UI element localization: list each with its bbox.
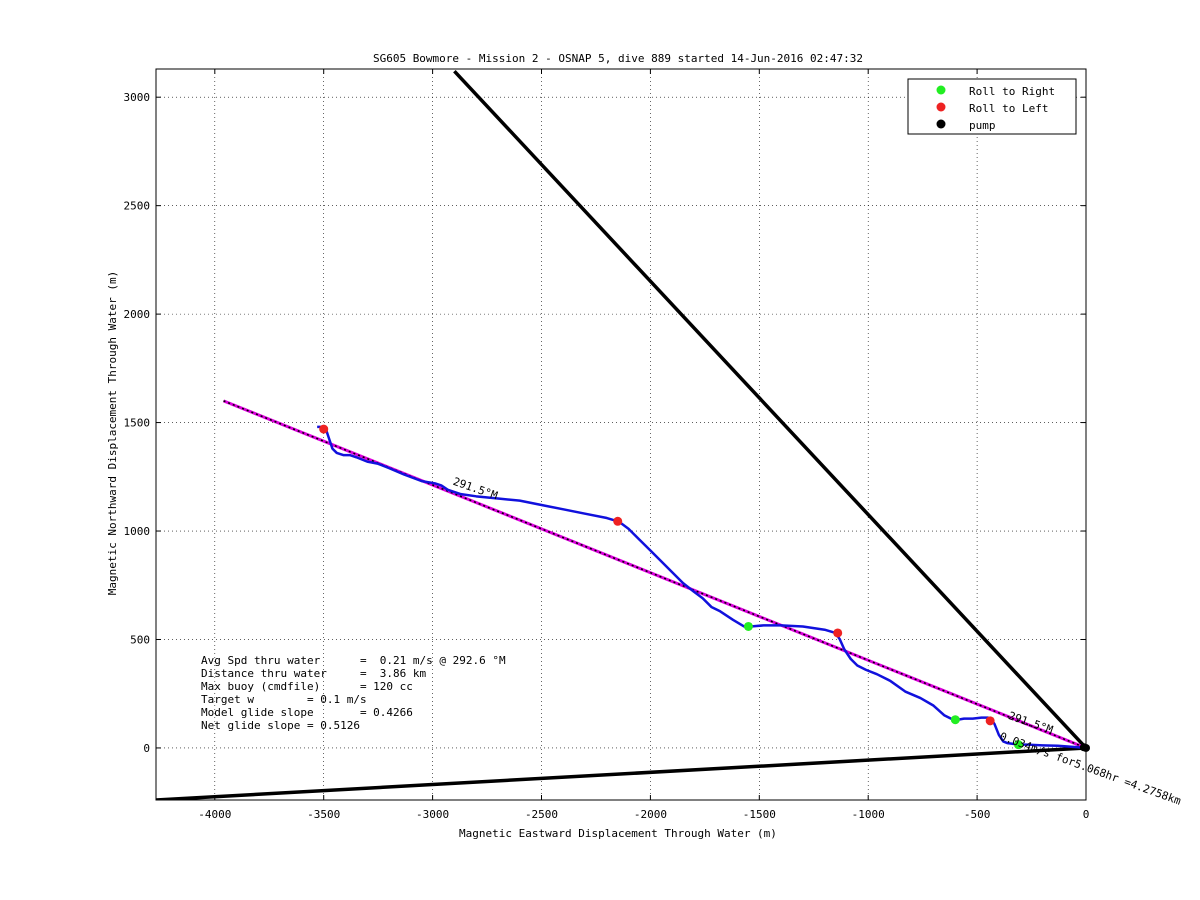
- stats-line: Target w = 0.1 m/s: [201, 693, 367, 706]
- pump-point: [1079, 743, 1088, 752]
- roll-left-point: [833, 628, 843, 638]
- y-tick-label: 2500: [124, 200, 151, 213]
- roll-right-point: [1013, 740, 1023, 750]
- roll-left-point: [613, 516, 623, 526]
- y-tick-label: 0: [143, 742, 150, 755]
- x-tick-label: -3000: [416, 808, 449, 821]
- plot-lines: [156, 69, 1086, 800]
- heading-bound-line: [156, 746, 1086, 800]
- legend-marker-pump: [936, 119, 946, 129]
- x-tick-label: -4000: [198, 808, 231, 821]
- roll-left-point: [319, 424, 329, 434]
- stats-line: Model glide slope = 0.4266: [201, 706, 413, 719]
- stats-line: Net glide slope = 0.5126: [201, 719, 360, 732]
- legend-marker-roll-right: [936, 85, 946, 95]
- legend: Roll to Right Roll to Left pump: [907, 78, 1077, 135]
- chart-annotation: 291.5°M: [1007, 709, 1055, 737]
- x-tick-label: -2000: [634, 808, 667, 821]
- legend-marker-roll-left: [936, 102, 946, 112]
- x-tick-label: -500: [964, 808, 991, 821]
- axis-ticks: -4000 -3500 -3000 -2500 -2000 -1500 -1000 -500 0…: [124, 69, 1090, 821]
- y-tick-label: 1500: [124, 417, 151, 430]
- heading-bound-line: [453, 69, 1086, 750]
- roll-right-point: [950, 715, 960, 725]
- x-tick-label: -3500: [307, 808, 340, 821]
- target-heading-line: [222, 399, 1086, 750]
- x-axis-label: Magnetic Eastward Displacement Through W…: [459, 827, 777, 840]
- x-tick-label: 0: [1083, 808, 1090, 821]
- chart-title: SG605 Bowmore - Mission 2 - OSNAP 5, div…: [373, 52, 863, 65]
- chart-annotation: 291.5°M: [451, 475, 499, 503]
- stats-line: Distance thru water = 3.86 km: [201, 667, 427, 680]
- plot-area-frame: [155, 68, 1087, 801]
- y-tick-label: 500: [130, 633, 150, 646]
- chart-annotation: 0.034m/s for5.068hr =4.2758km: [998, 730, 1183, 808]
- legend-box: [907, 78, 1077, 135]
- stats-line: Avg Spd thru water = 0.21 m/s @ 292.6 °M: [201, 654, 506, 667]
- legend-label-pump: pump: [969, 119, 996, 132]
- stats-line: Max buoy (cmdfile) = 120 cc: [201, 680, 413, 693]
- y-axis-label: Magnetic Northward Displacement Through …: [106, 271, 119, 596]
- y-tick-label: 1000: [124, 525, 151, 538]
- y-tick-label: 2000: [124, 308, 151, 321]
- y-tick-label: 3000: [124, 91, 151, 104]
- x-tick-label: -1500: [743, 808, 776, 821]
- x-tick-label: -2500: [525, 808, 558, 821]
- roll-left-point: [985, 716, 995, 726]
- plot-points: [319, 424, 1090, 752]
- legend-label-roll-right: Roll to Right: [969, 85, 1055, 98]
- roll-right-point: [743, 621, 753, 631]
- grid-lines: [156, 69, 1087, 800]
- dive-stats-block: Avg Spd thru water = 0.21 m/s @ 292.6 °M…: [201, 654, 506, 732]
- legend-label-roll-left: Roll to Left: [969, 102, 1048, 115]
- x-tick-label: -1000: [852, 808, 885, 821]
- glider-track-line: [317, 425, 1086, 750]
